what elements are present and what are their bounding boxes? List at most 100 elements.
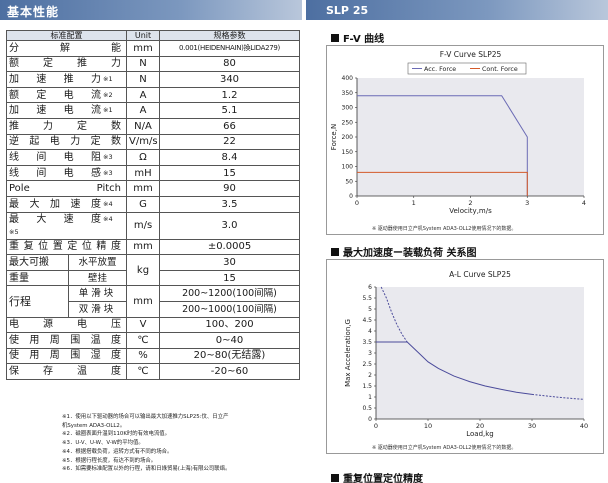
spec-unit: ℃ xyxy=(126,363,160,380)
spec-note-mark: ※1 xyxy=(103,74,113,83)
spec-name-cell: 电源电压 xyxy=(6,316,127,334)
spec-name-cell: 额定推力 xyxy=(6,55,127,73)
spec-value: 8.4 xyxy=(159,149,300,166)
spec-row: 保存温度 ℃ -20~60 xyxy=(6,363,300,380)
stroke-value: 200~1000(100间隔) xyxy=(159,300,300,318)
y-tick-label: 0 xyxy=(368,416,372,423)
spec-unit: % xyxy=(126,347,160,365)
spec-note-mark: ※3 xyxy=(103,152,113,161)
spec-table: 标准配置 Unit 规格参数 分解能 mm 0.001(HEIDENHAIN)換LI… xyxy=(6,30,300,380)
spec-unit: mm xyxy=(126,238,160,256)
spec-row: 加速电流 ※1 A 5.1 xyxy=(6,102,300,119)
load-name-cell: 重量 xyxy=(6,269,69,287)
spec-name: 使用周围湿度 xyxy=(9,350,121,362)
footnote-line: ※4．根据搭载负荷，运转方式有不同的场合。 xyxy=(62,448,173,455)
spec-value: 3.0 xyxy=(159,211,300,240)
spec-name-cell: 使用周围湿度 xyxy=(6,347,127,365)
series-line xyxy=(376,341,533,395)
spec-value: ±0.0005 xyxy=(159,238,300,256)
spec-header-row: 标准配置 Unit 规格参数 xyxy=(6,30,300,41)
x-tick-label: 40 xyxy=(580,422,588,430)
y-tick-label: 5 xyxy=(368,306,372,313)
y-tick-label: 2.5 xyxy=(362,361,372,368)
y-tick-label: 4 xyxy=(368,328,372,335)
spec-name-cell: 保存温度 xyxy=(6,363,127,380)
x-axis-label: Load,kg xyxy=(466,430,494,438)
square-bullet-icon xyxy=(331,248,339,256)
model-title: SLP 25 xyxy=(326,4,369,17)
load-name: 重量 xyxy=(9,272,29,284)
x-tick-label: 4 xyxy=(582,199,586,207)
spec-row-load: 最大可搬 水平放置 kg 30 xyxy=(6,254,300,287)
y-tick-label: 2 xyxy=(368,372,372,379)
spec-name: 线间电感 xyxy=(9,167,101,179)
spec-note-mark: ※1 xyxy=(103,106,113,115)
spec-name-cell: 线间电感 ※3 xyxy=(6,164,127,182)
spec-row: 最大速度 ※4 ※5 m/s 3.0 xyxy=(6,211,300,240)
load-sub-label: 水平放置 xyxy=(68,254,127,271)
spec-value: 90 xyxy=(159,180,300,197)
spec-row-load: 重量 壁挂 15 xyxy=(6,269,300,287)
repeat-accuracy-heading: 重复位置定位精度 xyxy=(331,470,423,483)
spec-name-cell: 分解能 xyxy=(6,40,127,57)
col-header-unit: Unit xyxy=(126,30,160,41)
load-value: 15 xyxy=(159,269,300,287)
spec-name: 加速推力 xyxy=(9,73,101,85)
spec-row: 使用周围湿度% 20~80(无结露) xyxy=(6,347,300,365)
spec-row: 电源电压 V 100、200 xyxy=(6,316,300,334)
spec-unit: V xyxy=(126,316,160,334)
spec-name-cell: 最大速度 ※4 ※5 xyxy=(6,211,127,240)
spec-unit: A xyxy=(126,102,160,119)
basic-performance-title: 基本性能 xyxy=(7,5,60,19)
spec-value: 80 xyxy=(159,55,300,73)
x-tick-label: 30 xyxy=(528,422,536,430)
spec-name: 电源电压 xyxy=(9,319,121,331)
spec-value: 5.1 xyxy=(159,102,300,119)
repeat-accuracy-label: 重复位置定位精度 xyxy=(343,474,423,483)
square-bullet-icon xyxy=(331,34,339,42)
spec-name-cell: 线间电阻 ※3 xyxy=(6,149,127,166)
spec-unit: m/s xyxy=(126,211,160,240)
spec-name: 逆起电力定数 xyxy=(9,136,121,148)
legend-label: Acc. Force xyxy=(424,66,456,73)
y-tick-label: 0.5 xyxy=(362,405,372,412)
chart-title: A-L Curve SLP25 xyxy=(449,270,511,279)
spec-row: 逆起电力定数 V/m/s 22 xyxy=(6,133,300,151)
plot-area xyxy=(376,287,584,419)
x-tick-label: 20 xyxy=(476,422,484,430)
spec-name-cell: 使用周围温度 xyxy=(6,332,127,349)
chart-footnote: ※ 驱动器使用日立产机System ADA3-OLL2使用情况下的数据。 xyxy=(372,444,516,451)
spec-name: 保存温度 xyxy=(9,366,121,378)
spec-name-cell: 加速推力 ※1 xyxy=(6,71,127,88)
x-tick-label: 3 xyxy=(525,199,529,207)
y-tick-label: 100 xyxy=(342,164,354,171)
stroke-unit: mm xyxy=(126,285,160,318)
stroke-value: 200~1200(100间隔) xyxy=(159,285,300,302)
footnotes: ※1．使用以下驱动器的场合可以输出最大加速推力SLP25:伩、日立产 机Syst… xyxy=(62,413,302,474)
y-tick-label: 3.5 xyxy=(362,339,372,346)
spec-name: 额定推力 xyxy=(9,58,121,70)
footnote-line: ※5．根据行程长度，有达不到的场合。 xyxy=(62,457,157,464)
y-tick-label: 150 xyxy=(342,149,354,156)
chart-legend: Acc. Force Cont. Force xyxy=(407,62,527,75)
spec-name: 线间电阻 xyxy=(9,151,101,163)
spec-note-mark: ※4 xyxy=(103,199,113,208)
spec-unit: mH xyxy=(126,164,160,182)
plot-area xyxy=(357,78,584,196)
spec-unit: Ω xyxy=(126,149,160,166)
load-name: 最大可搬 xyxy=(9,256,49,268)
spec-value: 0~40 xyxy=(159,332,300,349)
spec-value: 66 xyxy=(159,117,300,135)
y-tick-label: 3 xyxy=(368,350,372,357)
spec-name: 重复位置定位精度 xyxy=(9,241,121,253)
y-tick-label: 5.5 xyxy=(362,295,372,302)
spec-row: 使用周围温度 ℃ 0~40 xyxy=(6,332,300,349)
footnote-line: ※2．磁圈表面升温到110K时的有效电流值。 xyxy=(62,431,171,438)
y-axis-label: Max Acceleration,G xyxy=(344,319,352,387)
basic-performance-header: 基本性能 xyxy=(0,0,302,20)
spec-row: Pole Pitch mm 90 xyxy=(6,180,300,197)
legend-box xyxy=(407,62,527,75)
spec-name-cell: 逆起电力定数 xyxy=(6,133,127,151)
spec-unit: A xyxy=(126,86,160,104)
footnote-line: 机System ADA3-OLL2。 xyxy=(62,422,126,429)
